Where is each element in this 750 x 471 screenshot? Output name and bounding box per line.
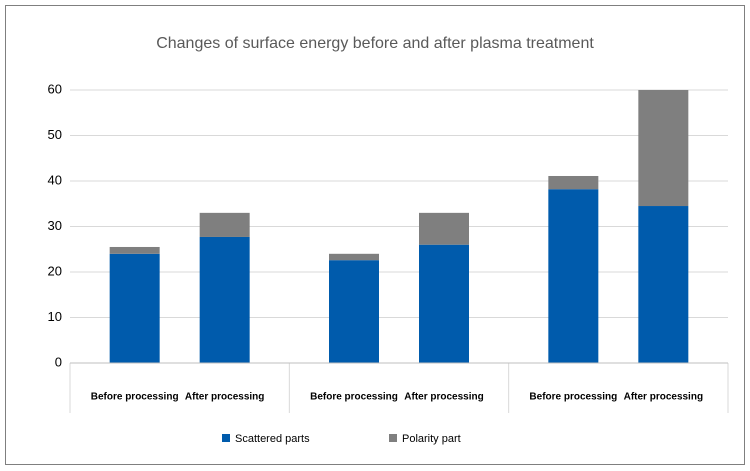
bar-segment xyxy=(199,212,250,237)
bar-segment xyxy=(329,253,379,261)
x-tick-label: After processing xyxy=(185,392,264,403)
x-tick-label: After processing xyxy=(404,392,483,403)
legend-swatch xyxy=(222,434,230,442)
y-tick-label: 60 xyxy=(48,81,62,96)
legend-swatch xyxy=(389,434,397,442)
legend-label: Scattered parts xyxy=(235,433,310,445)
legend-label: Polarity part xyxy=(402,433,461,445)
bar-segment xyxy=(548,175,599,190)
y-tick-label: 50 xyxy=(48,127,62,142)
bar-segment xyxy=(638,90,689,207)
bar-segment xyxy=(109,246,160,254)
y-tick-label: 20 xyxy=(48,263,62,278)
chart-border xyxy=(5,5,745,465)
bar-segment xyxy=(329,260,379,363)
y-tick-label: 10 xyxy=(48,309,62,324)
y-tick-label: 0 xyxy=(55,354,62,369)
x-tick-label: Before processing xyxy=(529,392,617,403)
bar-segment xyxy=(419,244,469,363)
x-tick-label: Before processing xyxy=(91,392,179,403)
bar-segment xyxy=(199,236,250,363)
bar-segment xyxy=(419,212,469,245)
y-tick-label: 30 xyxy=(48,218,62,233)
bar-segment xyxy=(109,253,160,363)
bar-segment xyxy=(548,189,599,363)
x-tick-label: After processing xyxy=(624,392,703,403)
y-tick-label: 40 xyxy=(48,172,62,187)
bar-segment xyxy=(638,206,689,363)
chart-title: Changes of surface energy before and aft… xyxy=(156,35,594,52)
x-tick-label: Before processing xyxy=(310,392,398,403)
